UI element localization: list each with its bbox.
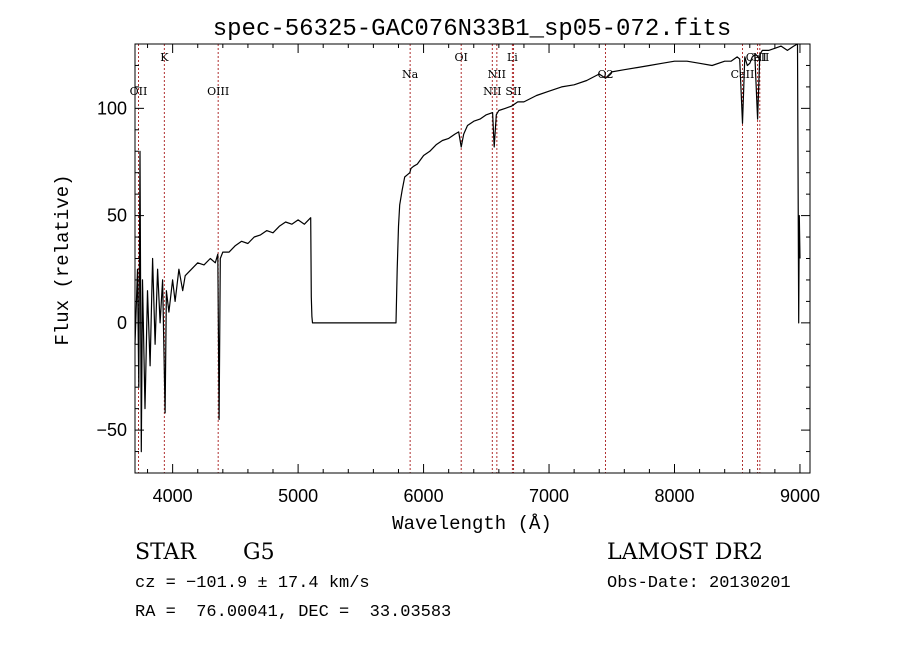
line-marker-label-3: Na [402, 68, 419, 81]
x-tick-label: 4000 [153, 486, 193, 506]
x-axis-label: Wavelength (Å) [392, 513, 552, 535]
line-marker-label-4: OI [455, 51, 468, 64]
line-marker-label-5: NII [483, 85, 501, 98]
redshift-cz: cz = −101.9 ± 17.4 km/s [135, 574, 370, 593]
observation-date: Obs-Date: 20130201 [607, 574, 791, 593]
axis-tick-labels: 4000 5000 6000 7000 8000 9000 −50 0 50 100 [96, 98, 820, 506]
line-marker-label-2: OIII [207, 85, 229, 98]
line-marker-label-10: CaII [731, 68, 755, 81]
spectrum-layer [134, 43, 801, 453]
line-marker-label-6: NII [488, 68, 506, 81]
spectral-subclass: G5 [243, 540, 275, 565]
line-marker-label-7: Li [507, 51, 518, 64]
plot-frame [134, 43, 811, 474]
y-tick-label: 100 [97, 98, 127, 118]
y-tick-label: 50 [107, 206, 127, 226]
survey-name: LAMOST DR2 [607, 540, 763, 565]
line-marker-label-1: K [160, 51, 169, 64]
line-marker-label-0: OII [130, 85, 148, 98]
y-tick-label: 0 [117, 313, 127, 333]
y-tick-label: −50 [96, 420, 127, 440]
coordinates: RA = 76.00041, DEC = 33.03583 [135, 603, 452, 622]
x-tick-label: 5000 [278, 486, 318, 506]
x-tick-label: 9000 [780, 486, 820, 506]
x-tick-label: 8000 [654, 486, 694, 506]
chart-title: spec-56325-GAC076N33B1_sp05-072.fits [213, 16, 731, 43]
line-marker-label-11: CaII [746, 51, 770, 64]
object-class: STAR [135, 540, 196, 565]
y-axis-label: Flux (relative) [52, 174, 74, 345]
line-marker-label-8: SII [505, 85, 521, 98]
x-tick-label: 6000 [404, 486, 444, 506]
axis-ticks [135, 44, 810, 473]
spectrum-line-0 [134, 43, 801, 453]
line-marker-label-9: O2 [597, 68, 613, 81]
x-tick-label: 7000 [529, 486, 569, 506]
